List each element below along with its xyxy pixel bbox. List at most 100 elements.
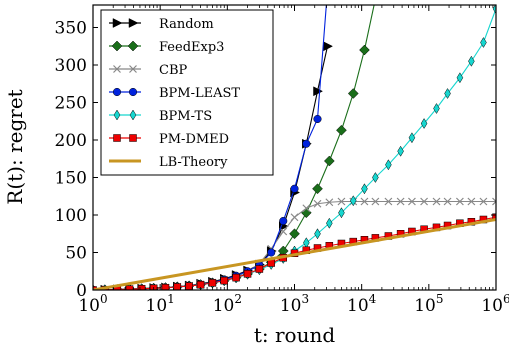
data-point-bpm-least <box>279 216 288 226</box>
legend: Random FeedExp3 CBP BPM-LEAST BPM-TS PM-DMED L… <box>100 9 274 176</box>
data-point-bpm-least <box>313 114 322 124</box>
x-axis-label: t: round <box>254 323 335 347</box>
data-point-cbp <box>371 197 380 206</box>
legend-entry-bpm-least: BPM-LEAST <box>109 86 240 101</box>
data-point-pm-dmed <box>208 279 217 287</box>
data-point-feedexp3 <box>370 0 380 4</box>
series-layer <box>93 0 496 290</box>
data-point-pm-dmed <box>220 276 229 285</box>
data-point-cbp <box>302 204 311 213</box>
legend-entry-feedexp3: FeedExp3 <box>109 40 224 55</box>
data-point-cbp <box>337 197 346 206</box>
data-point-bpm-ts <box>385 159 392 171</box>
data-point-feedexp3 <box>347 88 359 99</box>
y-axis-label: R(t): regret <box>3 89 27 204</box>
x-tick-label: 100 <box>78 292 107 316</box>
legend-marker <box>129 109 137 121</box>
data-point-pm-dmed <box>125 285 134 290</box>
data-point-bpm-ts <box>397 145 404 157</box>
data-point-pm-dmed <box>255 265 264 273</box>
x-ticks: 100 101 102 103 104 105 106 <box>78 5 509 316</box>
data-point-bpm-ts <box>433 103 440 114</box>
data-point-bpm-ts <box>338 207 345 219</box>
data-point-bpm-ts <box>444 88 451 99</box>
data-point-bpm-ts <box>492 5 496 15</box>
data-point-bpm-ts <box>456 72 464 84</box>
y-tick-label: 350 <box>55 19 87 39</box>
data-point-cbp <box>432 197 441 206</box>
data-point-cbp <box>396 197 405 206</box>
data-point-pm-dmed <box>173 283 182 290</box>
data-point-bpm-least <box>267 248 276 257</box>
legend-marker <box>127 40 139 52</box>
data-point-cbp <box>384 197 393 206</box>
legend-marker <box>129 65 137 73</box>
data-point-feedexp3 <box>300 207 312 219</box>
data-point-cbp <box>467 197 476 206</box>
x-tick-label: 105 <box>414 292 443 316</box>
legend-entry-lb-theory: LB-Theory <box>109 155 228 170</box>
data-point-random <box>313 86 324 97</box>
data-point-pm-dmed <box>161 284 170 290</box>
legend-label: BPM-LEAST <box>159 86 240 101</box>
y-tick-label: 300 <box>55 56 87 76</box>
data-point-pm-dmed <box>185 282 193 290</box>
legend-marker <box>128 18 139 28</box>
data-point-bpm-ts <box>303 237 310 249</box>
data-point-cbp <box>313 199 322 208</box>
data-point-cbp <box>290 213 299 222</box>
data-point-pm-dmed <box>137 285 146 290</box>
y-tick-label: 50 <box>65 244 87 264</box>
legend-label: BPM-TS <box>159 109 212 124</box>
y-tick-label: 150 <box>55 169 87 189</box>
y-tick-label: 250 <box>55 94 87 114</box>
data-point-cbp <box>325 198 334 207</box>
data-point-feedexp3 <box>359 44 370 56</box>
data-point-cbp <box>360 197 369 206</box>
data-point-feedexp3 <box>323 155 335 167</box>
legend-entry-random: Random <box>109 17 214 32</box>
data-point-feedexp3 <box>289 228 300 240</box>
data-point-bpm-ts <box>420 118 428 129</box>
series-lb-theory <box>93 218 496 290</box>
data-point-pm-dmed <box>232 273 240 282</box>
x-tick-label: 103 <box>280 292 309 316</box>
legend-marker <box>113 134 121 142</box>
legend-label: CBP <box>159 63 188 78</box>
data-point-bpm-ts <box>408 132 416 144</box>
legend-label: Random <box>159 17 214 32</box>
legend-label: FeedExp3 <box>159 40 224 55</box>
data-point-bpm-ts <box>372 172 379 183</box>
legend-marker <box>113 109 121 121</box>
y-tick-label: 0 <box>76 281 87 301</box>
data-point-cbp <box>407 197 416 206</box>
data-point-cbp <box>492 197 496 206</box>
legend-marker <box>112 87 122 97</box>
data-point-cbp <box>279 227 288 236</box>
data-point-random <box>323 41 334 52</box>
y-tick-label: 200 <box>55 131 87 151</box>
y-ticks: 0 50 100 150 200 250 300 350 <box>55 19 496 301</box>
y-tick-label: 100 <box>55 206 87 226</box>
series-line-lb-theory <box>93 218 496 290</box>
data-point-bpm-ts <box>480 37 487 48</box>
legend-marker <box>113 65 121 73</box>
legend-label: PM-DMED <box>159 132 229 147</box>
legend-marker <box>111 40 123 52</box>
data-point-bpm-least <box>302 139 311 148</box>
legend-marker <box>129 134 137 142</box>
data-point-bpm-ts <box>349 195 357 207</box>
data-point-bpm-ts <box>326 217 333 229</box>
data-point-cbp <box>479 197 488 206</box>
legend-entry-pm-dmed: PM-DMED <box>109 132 229 147</box>
data-point-cbp <box>420 197 429 206</box>
x-tick-label: 104 <box>347 292 377 316</box>
x-tick-label: 102 <box>213 292 242 316</box>
legend-marker <box>128 87 138 97</box>
data-point-bpm-least <box>290 184 299 193</box>
x-tick-label: 106 <box>481 292 509 316</box>
data-point-bpm-ts <box>468 55 475 67</box>
legend-marker <box>112 18 123 28</box>
data-point-cbp <box>455 197 464 206</box>
